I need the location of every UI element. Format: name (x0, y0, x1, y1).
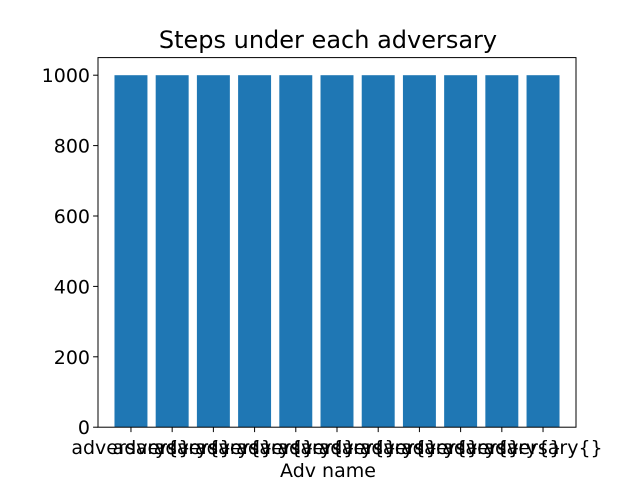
bar-10 (526, 75, 560, 428)
y-tick-label-5: 1000 (42, 65, 90, 87)
bar-0 (114, 75, 148, 428)
y-axis-ticks: 0 200 400 600 800 1000 (42, 65, 98, 439)
y-tick-label-4: 800 (54, 136, 90, 158)
x-tick-label-9: adversary{} (442, 437, 561, 459)
x-tick-label-5: adversary{} (277, 437, 396, 459)
y-tick-label-2: 400 (54, 276, 90, 298)
x-tick-label-0: adversary{} (71, 437, 190, 459)
plot-frame (97, 57, 577, 428)
x-tick-label-7: adversary{} (360, 437, 479, 459)
x-axis-label: Adv name (280, 460, 376, 480)
bar-4 (279, 75, 313, 428)
bar-2 (196, 75, 230, 428)
x-tick-label-10: adversary{} (483, 437, 602, 459)
x-tick-label-3: adversary{} (195, 437, 314, 459)
x-tick-label-1: adversary{} (113, 437, 232, 459)
bar-6 (361, 75, 395, 428)
bar-3 (238, 75, 272, 428)
bars-layer (114, 75, 560, 428)
bar-1 (155, 75, 189, 428)
x-tick-label-2: adversary{} (154, 437, 273, 459)
x-axis-ticks: adversary{}adversary{}adversary{}adversa… (71, 427, 603, 459)
y-tick-label-1: 200 (54, 347, 90, 369)
bar-7 (402, 75, 436, 428)
bar-8 (444, 75, 478, 428)
y-tick-label-3: 600 (54, 206, 90, 228)
x-tick-label-8: adversary{} (401, 437, 520, 459)
bar-9 (485, 75, 519, 428)
bar-5 (320, 75, 354, 428)
y-tick-label-0: 0 (78, 417, 90, 439)
x-tick-label-4: adversary{} (236, 437, 355, 459)
chart-title: Steps under each adversary (159, 26, 497, 54)
x-tick-label-6: adversary{} (319, 437, 438, 459)
